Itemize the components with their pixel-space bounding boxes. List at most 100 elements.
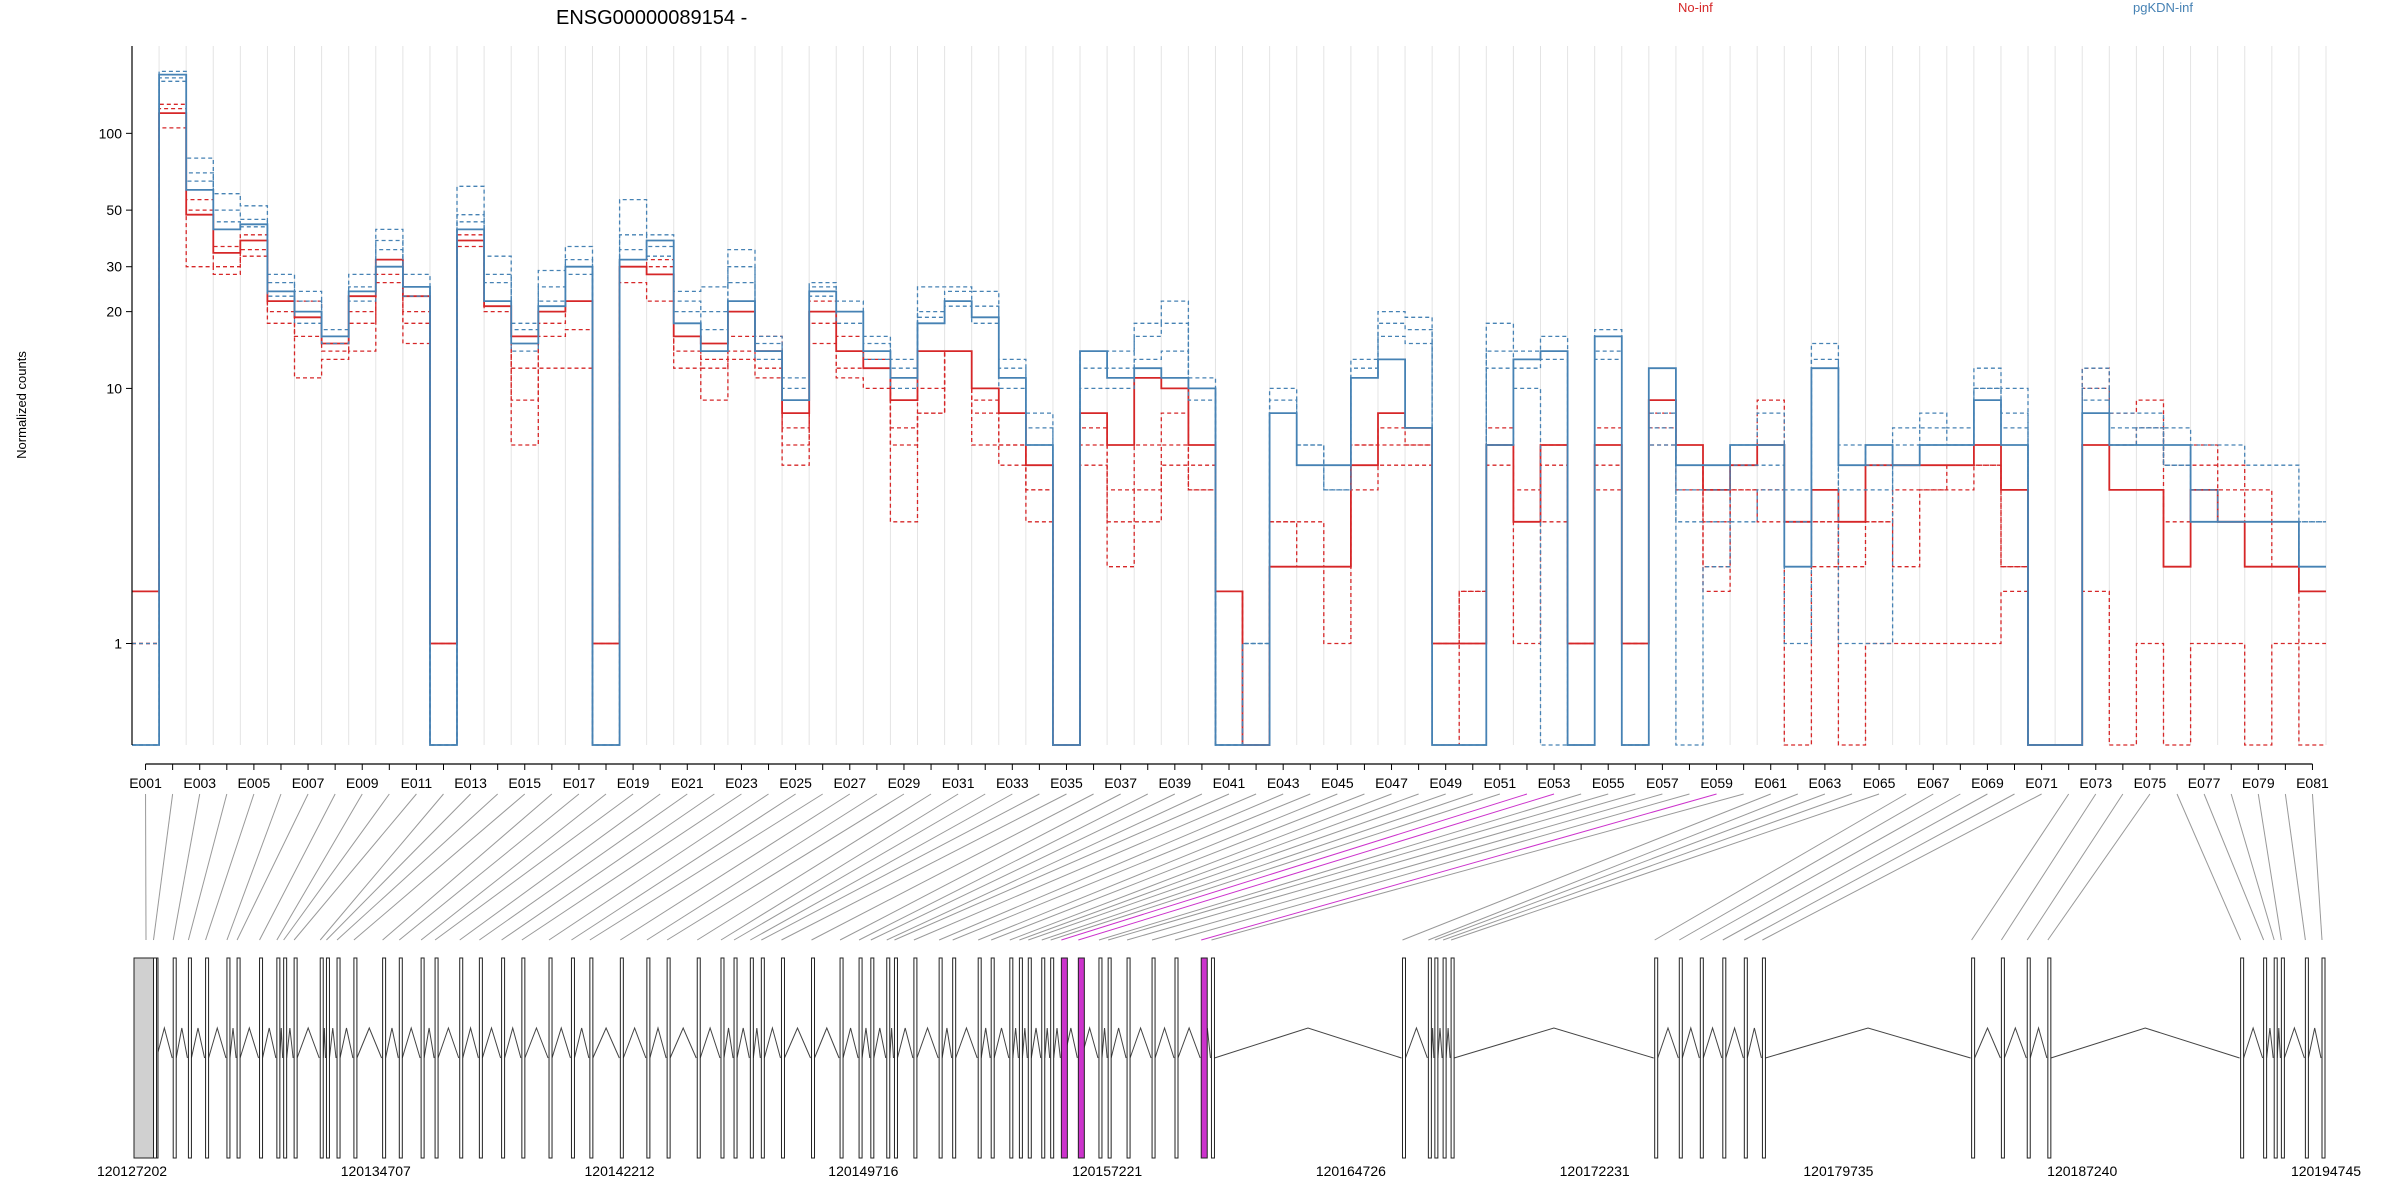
exon-box — [619, 957, 624, 1159]
exon-connector — [1041, 793, 1473, 941]
exon-connector — [811, 793, 1094, 941]
intron — [573, 1027, 590, 1059]
intron — [1021, 1027, 1028, 1059]
exon-box — [293, 957, 298, 1159]
exon-connector — [1971, 793, 2070, 941]
intron — [356, 1026, 383, 1059]
intron — [1110, 1027, 1127, 1059]
legend-no-inf: No-inf — [1678, 0, 1713, 15]
exon-box — [990, 957, 995, 1159]
intron — [2243, 1026, 2264, 1059]
intron — [339, 1027, 354, 1059]
exon-connector — [1009, 793, 1392, 941]
exon-connector — [1098, 793, 1582, 941]
exon-box — [1678, 957, 1683, 1159]
exon-connector — [1428, 793, 1798, 941]
exon-box — [870, 957, 875, 1159]
intron — [401, 1026, 421, 1059]
series-line-pgkdn-inf — [132, 77, 2326, 746]
exon-box — [205, 957, 210, 1159]
x-tick-label: E049 — [1429, 775, 1462, 791]
exon-box — [893, 957, 898, 1159]
exon-connector — [666, 793, 905, 941]
x-tick-label: E077 — [2188, 775, 2221, 791]
exon-box — [1009, 957, 1014, 1159]
exon-connector — [205, 793, 255, 941]
exon-connector — [336, 793, 499, 941]
x-tick-label: E005 — [238, 775, 271, 791]
x-tick-label: E015 — [508, 775, 541, 791]
x-tick-label: E079 — [2242, 775, 2275, 791]
exon-connector — [2000, 793, 2097, 941]
intron — [1154, 1026, 1175, 1059]
exon-connector — [952, 793, 1311, 941]
y-tick-label: 100 — [99, 125, 123, 141]
exon-box — [2273, 957, 2278, 1159]
exon-connector — [2230, 793, 2275, 941]
gene-model-track — [133, 957, 2326, 1159]
exon-box — [749, 957, 754, 1159]
intron — [993, 1027, 1010, 1059]
exon-connector — [501, 793, 715, 941]
intron — [423, 1027, 435, 1059]
intron — [1214, 1027, 1402, 1059]
exon-connector — [1019, 793, 1419, 941]
coordinate-label: 120187240 — [2047, 1163, 2117, 1179]
exon-box — [283, 957, 288, 1159]
exon-box — [1098, 957, 1103, 1159]
intron — [156, 1026, 173, 1059]
exon-connector — [398, 793, 580, 941]
intron — [239, 1026, 260, 1059]
intron — [1453, 1027, 1654, 1059]
y-tick-label: 10 — [106, 380, 122, 396]
intron — [1746, 1027, 1762, 1059]
exon-box — [353, 957, 358, 1159]
exon-box — [459, 957, 464, 1159]
intron — [1129, 1026, 1152, 1059]
exon-connector — [259, 793, 336, 941]
x-tick-label: E073 — [2079, 775, 2112, 791]
exon-box — [696, 957, 701, 1159]
exon-connector — [720, 793, 959, 941]
exon-box — [501, 957, 506, 1159]
exon-connector — [977, 793, 1338, 941]
exon-connector — [696, 793, 932, 941]
exon-box — [1107, 957, 1112, 1159]
exon-connectors — [145, 793, 2323, 941]
intron — [873, 1027, 887, 1059]
exon-box — [720, 957, 725, 1159]
exon-connector — [1211, 793, 1744, 941]
coordinate-label: 120142212 — [585, 1163, 655, 1179]
intron — [1405, 1026, 1428, 1059]
x-tick-label: E003 — [183, 775, 216, 791]
intron — [1681, 1026, 1700, 1059]
intron — [2029, 1026, 2048, 1059]
exon-box — [2026, 957, 2031, 1159]
exon-box — [1434, 957, 1439, 1159]
y-tick-label: 30 — [106, 259, 122, 275]
x-tick-label: E045 — [1321, 775, 1354, 791]
intron — [955, 1026, 978, 1059]
exon-box — [1174, 957, 1179, 1159]
intron — [1012, 1027, 1019, 1059]
coordinate-label: 120127202 — [97, 1163, 167, 1179]
x-tick-label: E007 — [292, 775, 325, 791]
intron — [208, 1026, 227, 1059]
intron — [524, 1026, 549, 1059]
exon-box — [1027, 957, 1032, 1159]
x-tick-label: E039 — [1158, 775, 1191, 791]
exon-connector — [858, 793, 1148, 941]
exon-connector — [172, 793, 201, 941]
exon-box — [172, 957, 177, 1159]
y-tick-label: 50 — [106, 202, 122, 218]
exon-box — [1018, 957, 1023, 1159]
exon-connector — [781, 793, 1067, 941]
exon-connector — [2176, 793, 2242, 941]
series-line-pgkdn-inf — [132, 70, 2326, 746]
coordinate-label: 120149716 — [828, 1163, 898, 1179]
exon-box — [521, 957, 526, 1159]
intron — [649, 1026, 667, 1059]
exon-connector — [2311, 793, 2323, 941]
exon-connector — [894, 793, 1230, 941]
vertical-gridlines — [131, 46, 2327, 745]
